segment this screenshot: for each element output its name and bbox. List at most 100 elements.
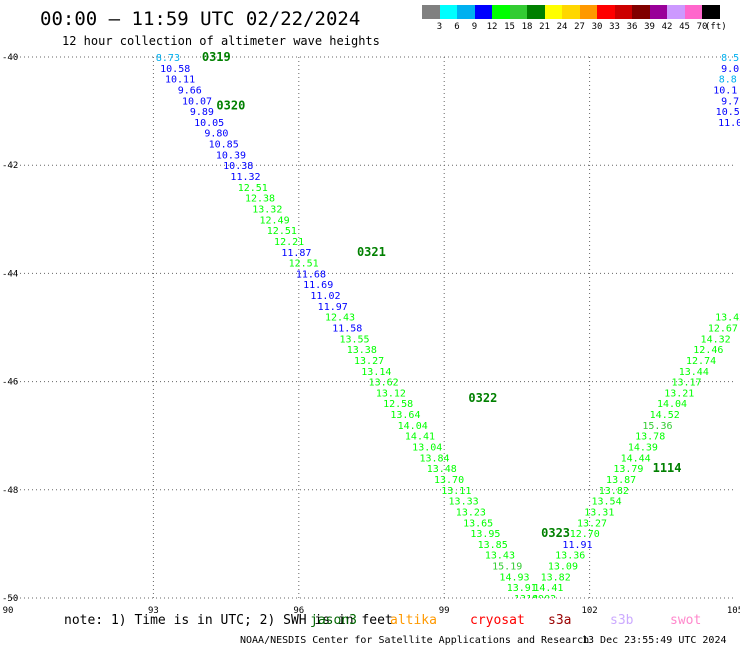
swh-value: 13.27 bbox=[354, 356, 384, 367]
swh-value: 12.49 bbox=[260, 215, 290, 226]
swh-value: 11.87 bbox=[281, 248, 311, 259]
swh-value: 12.43 bbox=[325, 313, 355, 324]
swh-value: 10.39 bbox=[216, 150, 246, 161]
swh-value: 11.68 bbox=[296, 269, 326, 280]
legend-swatch bbox=[492, 5, 510, 19]
track-time-label: 0322 bbox=[468, 391, 497, 405]
data-layer: 8.7310.5810.119.6610.079.8910.059.8010.8… bbox=[156, 50, 740, 616]
swh-value: 13.60 bbox=[521, 605, 551, 616]
legend-label: 21 bbox=[539, 22, 550, 32]
track-time-label: 0323 bbox=[541, 526, 570, 540]
footer-note: note: 1) Time is in UTC; 2) SWH is in fe… bbox=[64, 613, 393, 628]
swh-value: 12.38 bbox=[245, 194, 275, 205]
track-time-label: 1114 bbox=[653, 461, 682, 475]
y-tick-label: -50 bbox=[2, 594, 18, 604]
swh-value: 12.67 bbox=[708, 324, 738, 335]
chart-subtitle: 12 hour collection of altimeter wave hei… bbox=[62, 34, 380, 48]
swh-value: 14.04 bbox=[657, 399, 687, 410]
swh-value: 14.52 bbox=[650, 410, 680, 421]
swh-value: 13.64 bbox=[390, 410, 420, 421]
swh-value: 10.38 bbox=[223, 161, 253, 172]
swh-value: 10.5 bbox=[716, 107, 740, 118]
swh-value: 11.02 bbox=[310, 291, 340, 302]
swh-value: 13.89 bbox=[514, 594, 544, 605]
mission-label: altika bbox=[390, 613, 437, 628]
track-time-label: 0319 bbox=[202, 50, 231, 64]
swh-value: 13.43 bbox=[485, 551, 515, 562]
swh-value: 14.44 bbox=[621, 453, 651, 464]
legend-label: 27 bbox=[574, 22, 585, 32]
x-tick-label: 96 bbox=[293, 606, 304, 616]
legend-label: 12 bbox=[486, 22, 498, 32]
swh-value: 13.79 bbox=[613, 464, 643, 475]
swh-value: 12.70 bbox=[570, 529, 600, 540]
swh-value: 9.0 bbox=[721, 64, 739, 75]
legend-swatch bbox=[702, 5, 720, 19]
swh-value: 11.32 bbox=[230, 172, 260, 183]
legend-label: 9 bbox=[471, 22, 478, 32]
legend-swatch bbox=[562, 5, 580, 19]
swh-value: 13.09 bbox=[548, 562, 578, 573]
legend-label: 45 bbox=[679, 22, 690, 32]
legend-label: 70 bbox=[696, 22, 708, 32]
swh-value: 12.46 bbox=[693, 345, 723, 356]
swh-value: 14.02 bbox=[526, 594, 556, 605]
legend-swatch bbox=[527, 5, 545, 19]
legend-swatch bbox=[597, 5, 615, 19]
swh-value: 9.80 bbox=[204, 129, 228, 140]
swh-value: 12.51 bbox=[267, 226, 297, 237]
swh-value: 13.85 bbox=[478, 540, 508, 551]
swh-value: 9.7 bbox=[721, 96, 739, 107]
swh-value: 11.0 bbox=[718, 118, 740, 129]
mission-label: jason3 bbox=[310, 613, 357, 628]
swh-value: 13.42 bbox=[715, 313, 740, 324]
swh-value: 10.1 bbox=[713, 85, 737, 96]
legend-swatch bbox=[422, 5, 440, 19]
legend-label: 33 bbox=[609, 22, 620, 32]
swh-value: 14.39 bbox=[628, 443, 658, 454]
swh-value: 13.62 bbox=[369, 378, 399, 389]
swh-value: 10.85 bbox=[209, 140, 239, 151]
swh-value: 10.11 bbox=[165, 75, 195, 86]
legend-swatch bbox=[509, 5, 527, 19]
swh-value: 8.8 bbox=[719, 75, 737, 86]
swh-value: 13.27 bbox=[577, 518, 607, 529]
swh-value: 13.55 bbox=[339, 334, 369, 345]
swh-value: 10.05 bbox=[194, 118, 224, 129]
x-tick-label: 90 bbox=[3, 606, 14, 616]
legend-swatch bbox=[544, 5, 562, 19]
swh-value: 12.21 bbox=[274, 237, 304, 248]
legend-label: 18 bbox=[521, 22, 533, 32]
x-tick-label: 99 bbox=[439, 606, 450, 616]
swh-value: 13.32 bbox=[252, 204, 282, 215]
swh-value: 11.97 bbox=[318, 302, 348, 313]
legend-swatch bbox=[667, 5, 685, 19]
swh-value: 13.11 bbox=[441, 486, 471, 497]
swh-value: 12.58 bbox=[383, 399, 413, 410]
y-tick-label: -48 bbox=[2, 486, 18, 496]
track-time-label: 0321 bbox=[357, 245, 386, 259]
swh-value: 13.23 bbox=[456, 507, 486, 518]
y-tick-label: -42 bbox=[2, 161, 18, 171]
legend-swatch bbox=[439, 5, 457, 19]
swh-value: 12.51 bbox=[238, 183, 268, 194]
swh-value: 13.82 bbox=[541, 572, 571, 583]
x-tick-label: 93 bbox=[148, 606, 159, 616]
swh-value: 9.89 bbox=[190, 107, 214, 118]
swh-value: 13.54 bbox=[592, 497, 622, 508]
swh-value: 10.07 bbox=[182, 96, 212, 107]
swh-value: 11.91 bbox=[562, 540, 592, 551]
mission-label: cryosat bbox=[470, 613, 525, 628]
mission-label: s3b bbox=[610, 613, 634, 628]
swh-value: 14.41 bbox=[405, 432, 435, 443]
swh-value: 8.5 bbox=[721, 53, 739, 64]
swh-value: 14.41 bbox=[533, 583, 563, 594]
swh-value: 14.04 bbox=[398, 421, 428, 432]
swh-value: 13.87 bbox=[606, 475, 636, 486]
legend-label: 39 bbox=[644, 22, 655, 32]
swh-value: 13.38 bbox=[347, 345, 377, 356]
legend-swatch bbox=[474, 5, 492, 19]
legend-label: 6 bbox=[454, 22, 460, 32]
swh-value: 13.17 bbox=[671, 378, 701, 389]
